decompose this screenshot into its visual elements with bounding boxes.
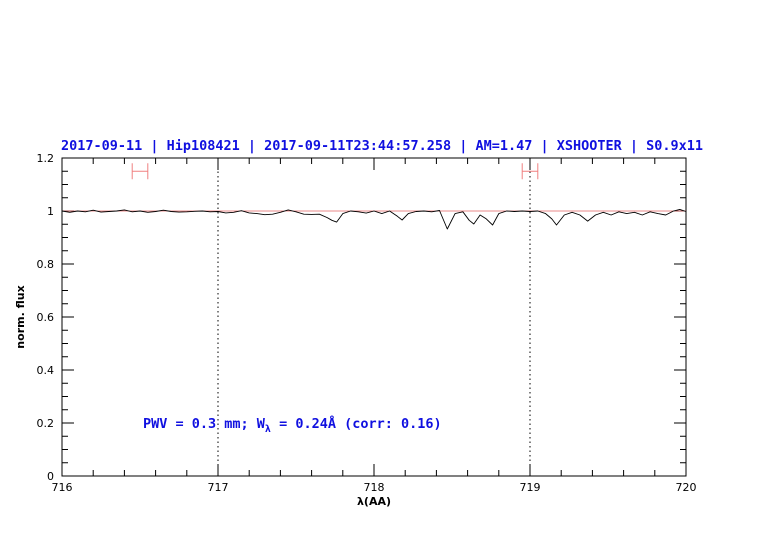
y-tick-label: 1.2 xyxy=(37,152,55,165)
y-axis-label: norm. flux xyxy=(14,285,27,348)
x-axis-label: λ(AA) xyxy=(357,495,391,508)
chart-title: 2017-09-11 | Hip108421 | 2017-09-11T23:4… xyxy=(61,138,703,154)
x-tick-label: 716 xyxy=(52,481,73,494)
annotation-prefix: PWV = 0.3 mm; W xyxy=(143,416,266,432)
annotation-subscript: λ xyxy=(265,424,271,435)
pwv-annotation: PWV = 0.3 mm; Wλ = 0.24Å (corr: 0.16) xyxy=(143,415,442,435)
y-tick-label: 0 xyxy=(47,470,54,483)
annotation-suffix: = 0.24Å (corr: 0.16) xyxy=(271,415,442,432)
y-tick-label: 0.4 xyxy=(37,364,55,377)
plot-area xyxy=(61,158,687,476)
x-tick-label: 717 xyxy=(208,481,229,494)
y-tick-label: 0.8 xyxy=(37,258,55,271)
axes: 716 717 718 719 720 0 0.2 0.4 0.6 0.8 1 1.2 xyxy=(37,152,697,494)
x-tick-label: 718 xyxy=(364,481,385,494)
spectrum-line xyxy=(61,208,687,230)
x-tick-label: 720 xyxy=(676,481,697,494)
y-tick-label: 1 xyxy=(47,205,54,218)
y-tick-label: 0.2 xyxy=(37,417,55,430)
y-tick-label: 0.6 xyxy=(37,311,55,324)
x-tick-label: 719 xyxy=(520,481,541,494)
